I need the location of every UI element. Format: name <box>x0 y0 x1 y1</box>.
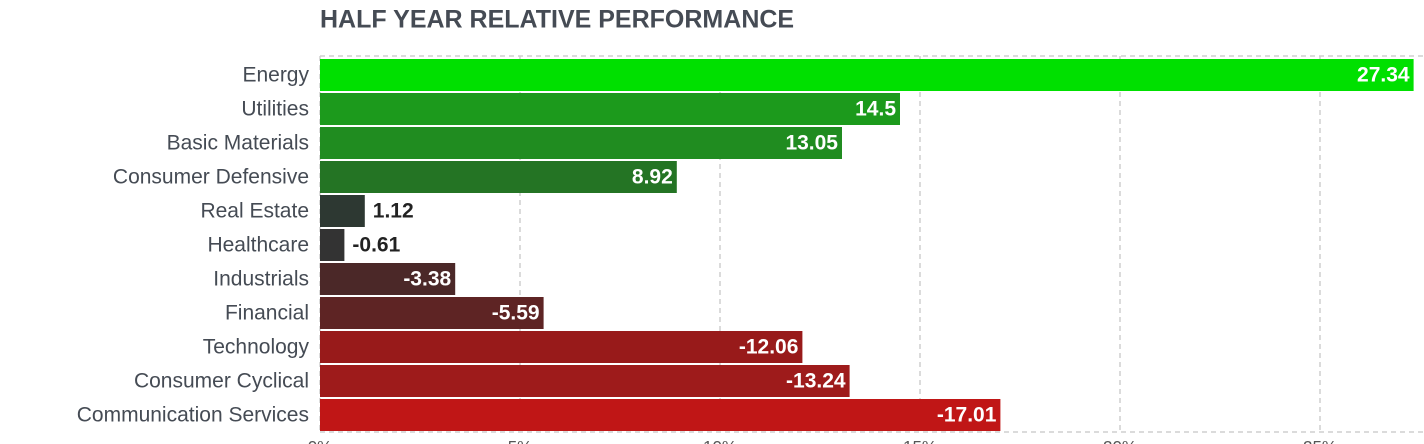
value-label: -3.38 <box>403 268 451 291</box>
category-label: Energy <box>242 64 309 87</box>
category-label: Utilities <box>241 98 309 121</box>
category-label: Basic Materials <box>167 132 309 155</box>
category-label: Technology <box>203 336 310 359</box>
chart-title: HALF YEAR RELATIVE PERFORMANCE <box>320 6 794 34</box>
bar <box>320 297 544 329</box>
bar <box>320 161 677 193</box>
value-label: 1.12 <box>373 200 414 223</box>
category-label: Financial <box>225 302 309 325</box>
bar <box>320 399 1001 431</box>
x-tick-label: 5% <box>508 437 533 444</box>
category-label: Communication Services <box>77 404 309 427</box>
value-label: 14.5 <box>855 98 896 121</box>
value-label: -12.06 <box>739 336 799 359</box>
category-label: Consumer Cyclical <box>134 370 309 393</box>
bar <box>320 229 345 261</box>
value-label: 8.92 <box>632 166 673 189</box>
x-tick-label: 25% <box>1303 437 1337 444</box>
value-label: -17.01 <box>937 404 997 427</box>
bar <box>320 195 365 227</box>
value-label: -13.24 <box>786 370 846 393</box>
bar <box>320 263 456 295</box>
bar <box>320 365 850 397</box>
value-label: 13.05 <box>785 132 838 155</box>
value-label: -0.61 <box>352 234 400 257</box>
x-tick-label: 20% <box>1103 437 1137 444</box>
x-tick-label: 0% <box>308 437 333 444</box>
value-label: 27.34 <box>1357 64 1410 87</box>
bar <box>320 331 803 363</box>
bar <box>320 93 900 125</box>
value-label: -5.59 <box>492 302 540 325</box>
category-label: Healthcare <box>207 234 309 257</box>
category-label: Consumer Defensive <box>113 166 309 189</box>
category-label: Industrials <box>213 268 309 291</box>
category-label: Real Estate <box>200 200 309 223</box>
x-tick-label: 10% <box>703 437 737 444</box>
bar <box>320 127 842 159</box>
bar <box>320 59 1414 91</box>
x-tick-label: 15% <box>903 437 937 444</box>
